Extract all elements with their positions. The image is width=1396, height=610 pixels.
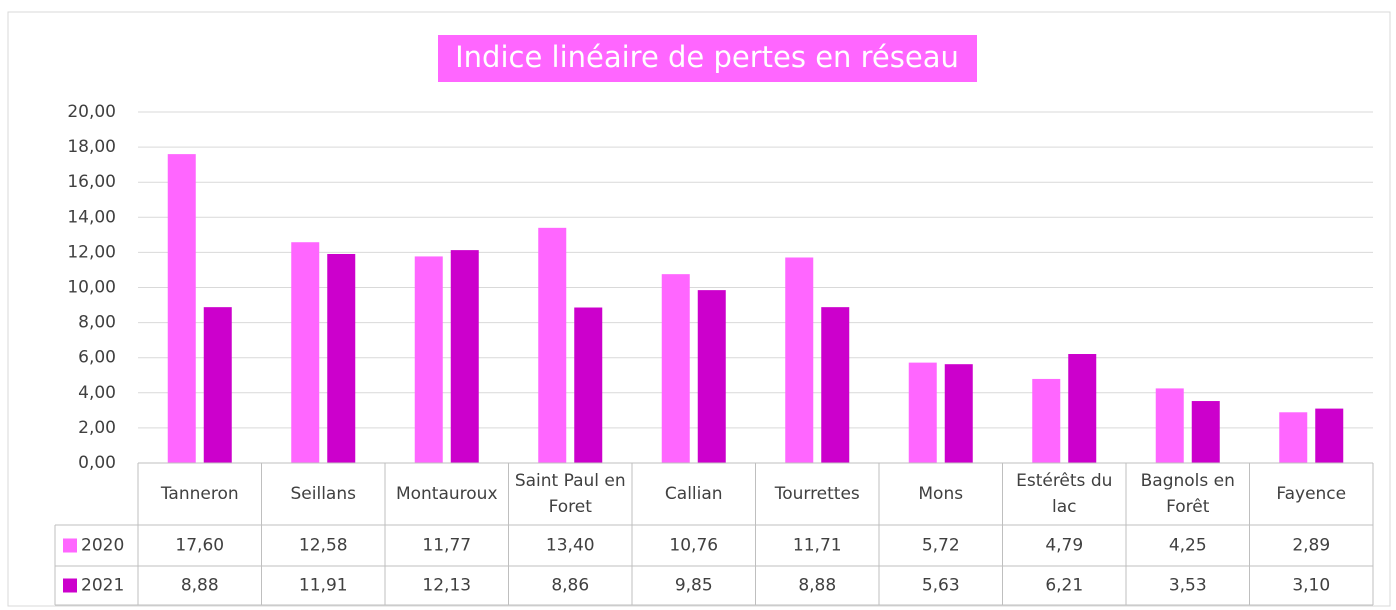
bar: [697, 290, 726, 463]
bar: [1279, 412, 1308, 463]
table-value: 5,63: [922, 576, 960, 596]
table-value: 4,79: [1045, 536, 1083, 556]
table-value: 5,72: [922, 536, 960, 556]
y-tick-label: 10,00: [67, 278, 116, 298]
table-value: 10,76: [669, 536, 718, 556]
bar: [785, 257, 814, 463]
bar: [1315, 408, 1344, 463]
table-value: 11,77: [422, 536, 471, 556]
bar: [450, 250, 479, 463]
x-tick-label: Mons: [918, 484, 964, 504]
y-tick-label: 8,00: [78, 313, 116, 333]
bar: [908, 362, 937, 463]
x-tick-label: Tanneron: [160, 484, 239, 504]
table-value: 11,71: [793, 536, 842, 556]
table-value: 12,58: [299, 536, 348, 556]
bar: [1032, 378, 1061, 463]
x-tick-label: Bagnols en Forêt: [1140, 471, 1235, 517]
table-value: 2,89: [1292, 536, 1330, 556]
table-value: 6,21: [1045, 576, 1083, 596]
bar: [1068, 354, 1097, 463]
table-value: 4,25: [1169, 536, 1207, 556]
y-tick-label: 18,00: [67, 137, 116, 157]
table-value: 9,85: [675, 576, 713, 596]
y-tick-label: 20,00: [67, 102, 116, 122]
bar: [944, 364, 973, 463]
legend-label: 2020: [81, 536, 124, 556]
table-value: 8,88: [181, 576, 219, 596]
bar: [1155, 388, 1184, 463]
y-tick-label: 14,00: [67, 207, 116, 227]
table-value: 8,88: [798, 576, 836, 596]
bar: [291, 242, 320, 463]
table-value: 3,10: [1292, 576, 1330, 596]
x-tick-label: Montauroux: [395, 484, 498, 504]
bar: [574, 307, 603, 463]
bar: [203, 307, 232, 463]
table-value: 11,91: [299, 576, 348, 596]
y-tick-label: 4,00: [78, 383, 116, 403]
x-tick-label: Callian: [664, 484, 723, 504]
bar: [327, 253, 356, 463]
table-value: 8,86: [551, 576, 589, 596]
x-tick-label: Seillans: [290, 484, 356, 504]
bar: [414, 256, 443, 463]
bar: [538, 227, 567, 463]
table-value: 13,40: [546, 536, 595, 556]
bar: [167, 154, 196, 463]
legend-swatch: [63, 538, 77, 553]
chart-title: Indice linéaire de pertes en réseau: [455, 40, 959, 74]
bar: [1191, 401, 1220, 463]
y-tick-label: 16,00: [67, 172, 116, 192]
table-value: 17,60: [175, 536, 224, 556]
y-tick-label: 0,00: [78, 453, 116, 473]
title-background: [438, 35, 977, 82]
bar: [821, 307, 850, 463]
y-tick-label: 12,00: [67, 242, 116, 262]
bar: [661, 274, 690, 463]
x-tick-label: Tourrettes: [774, 484, 860, 504]
legend-swatch: [63, 578, 77, 593]
x-tick-label: Fayence: [1276, 484, 1347, 504]
table-value: 12,13: [422, 576, 471, 596]
table-value: 3,53: [1169, 576, 1207, 596]
legend-label: 2021: [81, 576, 124, 596]
y-tick-label: 2,00: [78, 418, 116, 438]
y-tick-label: 6,00: [78, 348, 116, 368]
x-tick-label: Saint Paul en Foret: [514, 471, 626, 517]
x-tick-label: Estérêts du lac: [1016, 471, 1113, 517]
